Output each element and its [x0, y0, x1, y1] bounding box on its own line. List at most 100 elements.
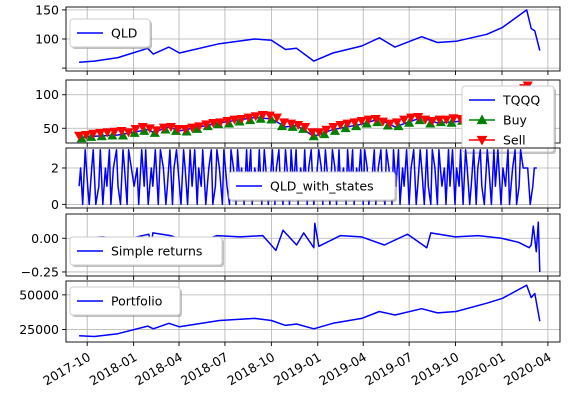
- series-line-qld-with-states: [78, 149, 537, 206]
- x-tick-label: 2017-10: [40, 349, 93, 388]
- sell-marker: [342, 119, 353, 129]
- sell-marker: [349, 118, 360, 128]
- x-tick-label: 2019-10: [409, 349, 462, 388]
- legend-box: [69, 18, 151, 48]
- panel-2: 50 100 TQQQ Buy Sell: [35, 79, 561, 154]
- sell-marker: [286, 119, 297, 129]
- plot-area: [79, 9, 541, 64]
- sell-marker: [95, 129, 106, 139]
- sell-marker: [307, 128, 318, 138]
- x-tick-label: 2020-04: [501, 349, 554, 388]
- y-tick-label: 0: [51, 197, 59, 212]
- y-tick-label: 50: [43, 121, 59, 136]
- y-tick-label: 100: [35, 32, 59, 47]
- sell-marker: [328, 123, 339, 133]
- y-tick-label: 100: [35, 87, 59, 102]
- sell-marker: [88, 129, 99, 139]
- sell-marker: [102, 128, 113, 138]
- legend: TQQQ Buy Sell: [461, 85, 556, 154]
- sell-marker: [427, 116, 438, 127]
- buy-marker: [129, 127, 140, 137]
- y-tick-label: 0.00: [31, 231, 59, 246]
- sell-marker: [130, 125, 141, 135]
- x-tick-label: 2018-04: [132, 349, 185, 388]
- plot-area: [78, 149, 537, 206]
- y-tick-label: 50000: [19, 287, 59, 302]
- legend-label: QLD_with_states: [270, 179, 374, 194]
- panel-1: 100 150 QLD: [35, 2, 561, 75]
- legend-label: Buy: [503, 113, 527, 128]
- sell-marker: [271, 113, 282, 123]
- sell-marker: [151, 126, 162, 136]
- sell-marker: [229, 115, 240, 125]
- sell-marker: [215, 118, 226, 128]
- sell-marker: [236, 114, 247, 124]
- sell-marker: [384, 119, 395, 129]
- legend-box: [69, 286, 181, 316]
- legend-marker: [476, 135, 488, 146]
- sell-marker: [278, 118, 289, 128]
- y-tick-label: 25000: [19, 322, 59, 337]
- sell-marker: [399, 115, 410, 125]
- sell-marker: [250, 112, 261, 122]
- x-tick-label: 2018-07: [178, 349, 231, 388]
- sell-marker: [363, 115, 374, 125]
- sell-marker: [321, 125, 332, 135]
- sell-marker: [173, 125, 184, 135]
- sell-marker: [314, 128, 325, 138]
- plot-area: [79, 284, 541, 338]
- legend: QLD_with_states: [228, 171, 397, 202]
- x-tick-label: 2020-01: [455, 349, 508, 388]
- x-tick-label: 2019-07: [362, 349, 415, 388]
- x-tick-label: 2018-01: [87, 349, 140, 388]
- panel-3: 0 2 QLD_with_states: [51, 147, 561, 212]
- sell-marker: [243, 113, 254, 123]
- sell-marker: [441, 115, 452, 125]
- sell-marker: [137, 123, 148, 133]
- sell-marker: [406, 113, 417, 123]
- axes-frame: [65, 147, 561, 209]
- axes-frame: [65, 213, 561, 277]
- sell-marker: [434, 115, 445, 125]
- panel-4: −0.25 0.00 Simple returns: [21, 213, 561, 280]
- sell-marker: [392, 118, 403, 128]
- x-tick-label: 2019-01: [271, 349, 324, 388]
- sell-marker: [300, 123, 311, 133]
- legend-box: [228, 171, 396, 201]
- sell-marker: [257, 110, 268, 120]
- sell-marker: [356, 116, 367, 127]
- sell-marker: [370, 114, 381, 124]
- axes-frame: [65, 79, 561, 144]
- legend: Portfolio: [69, 286, 182, 317]
- buy-marker: [118, 130, 129, 140]
- sell-marker: [222, 116, 233, 127]
- sell-marker: [123, 128, 134, 138]
- legend-label: Portfolio: [111, 294, 162, 309]
- y-tick-label: −0.25: [21, 264, 59, 279]
- legend-marker: [476, 114, 488, 125]
- legend: Simple returns: [69, 236, 224, 267]
- legend: QLD: [69, 18, 152, 49]
- sell-marker: [194, 122, 205, 132]
- sell-marker: [208, 118, 219, 129]
- y-tick-label: 2: [51, 161, 59, 176]
- sell-marker: [413, 112, 424, 122]
- panel-5: 25000 50000 Portfolio: [19, 280, 561, 346]
- buy-marker: [404, 117, 415, 127]
- sell-marker: [180, 125, 191, 135]
- series-line-simple-returns: [79, 221, 541, 273]
- sell-marker: [116, 127, 127, 137]
- legend-label: Simple returns: [111, 244, 202, 259]
- sell-marker: [335, 121, 346, 131]
- legend-label: TQQQ: [502, 93, 540, 108]
- axes-frame: [65, 280, 561, 343]
- plot-area: [79, 221, 541, 273]
- legend-label: QLD: [111, 26, 137, 41]
- sell-marker: [81, 131, 92, 141]
- x-tick-label: 2019-04: [316, 349, 369, 388]
- y-tick-label: 150: [35, 2, 59, 17]
- series-line-portfolio: [79, 284, 541, 338]
- legend-box: [69, 236, 223, 266]
- legend-label: Sell: [503, 133, 526, 148]
